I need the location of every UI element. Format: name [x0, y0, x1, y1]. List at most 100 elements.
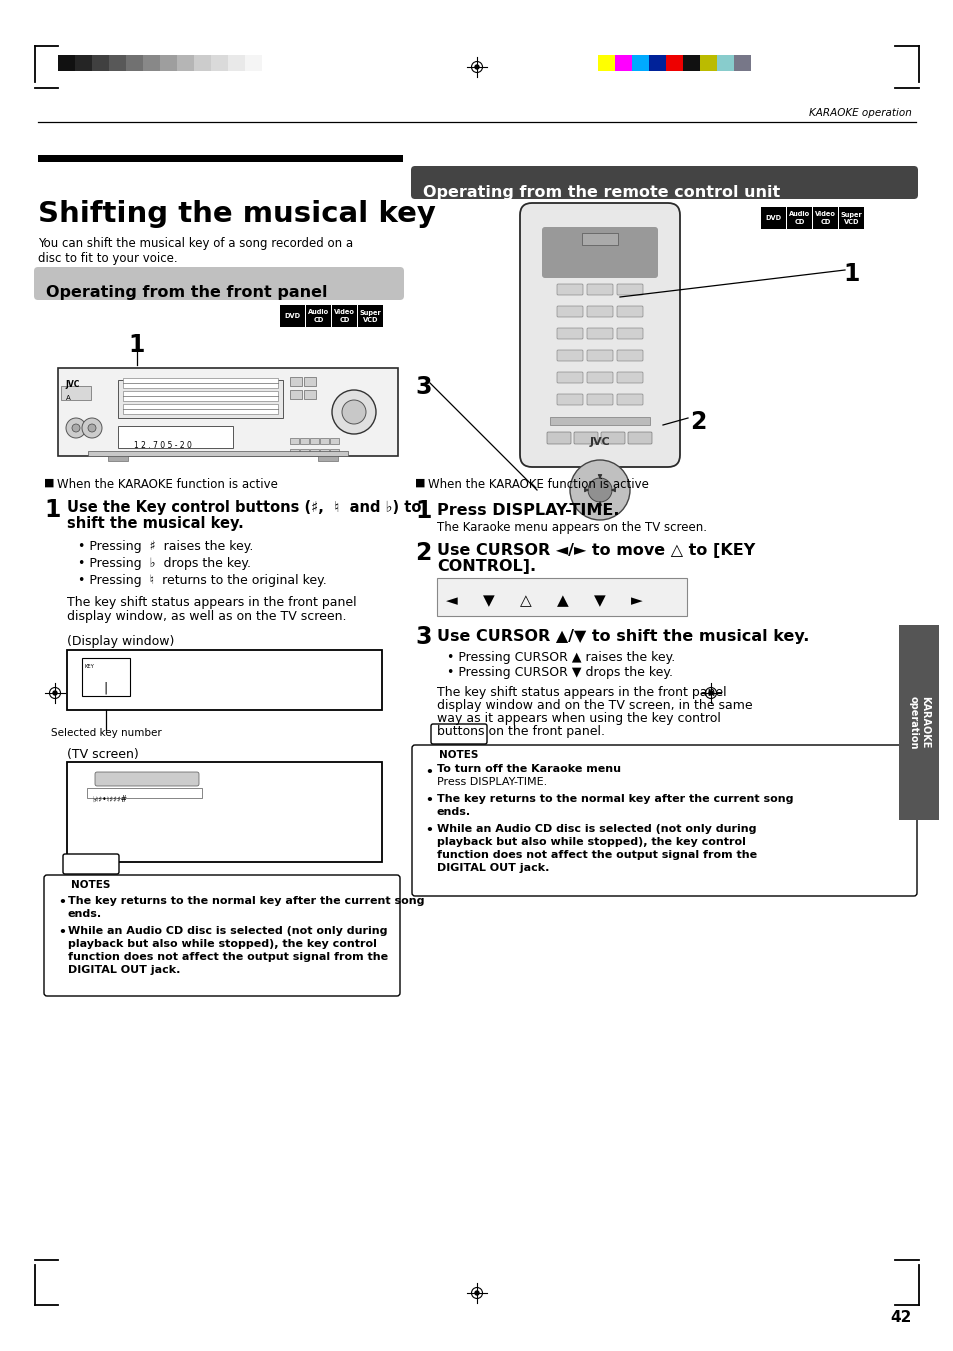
Text: 1: 1	[129, 332, 145, 357]
Bar	[177, 55, 193, 72]
Text: • Pressing CURSOR ▼ drops the key.: • Pressing CURSOR ▼ drops the key.	[447, 666, 672, 680]
Text: CONTROL].: CONTROL].	[436, 559, 536, 574]
Text: function does not affect the output signal from the: function does not affect the output sign…	[68, 952, 388, 962]
Text: ■: ■	[44, 478, 54, 488]
Text: way as it appears when using the key control: way as it appears when using the key con…	[436, 712, 720, 725]
FancyBboxPatch shape	[546, 432, 571, 444]
FancyBboxPatch shape	[586, 372, 613, 382]
Bar	[319, 449, 329, 455]
Text: (Display window): (Display window)	[67, 635, 174, 648]
Bar	[87, 788, 202, 798]
Bar	[550, 417, 649, 426]
FancyBboxPatch shape	[557, 372, 582, 382]
Bar	[38, 155, 402, 162]
FancyBboxPatch shape	[34, 267, 403, 300]
Text: 1: 1	[44, 499, 60, 521]
FancyBboxPatch shape	[627, 432, 651, 444]
Bar	[436, 578, 686, 616]
Bar	[290, 377, 302, 386]
Bar	[108, 457, 128, 461]
Bar	[61, 386, 91, 400]
Bar	[319, 438, 329, 444]
Bar	[67, 650, 381, 711]
Bar	[290, 390, 302, 399]
Text: DVD: DVD	[284, 313, 300, 319]
Text: NOTES: NOTES	[71, 880, 111, 890]
Text: • Pressing  ♮  returns to the original key.: • Pressing ♮ returns to the original key…	[78, 574, 327, 586]
Bar	[665, 55, 682, 72]
Text: Shifting the musical key: Shifting the musical key	[38, 200, 436, 228]
Bar	[228, 55, 245, 72]
Text: Press DISPLAY-TIME.: Press DISPLAY-TIME.	[436, 503, 618, 517]
Text: 42: 42	[890, 1310, 911, 1325]
Text: 2: 2	[689, 409, 705, 434]
Circle shape	[708, 690, 712, 694]
Text: KARAOKE
operation: KARAOKE operation	[907, 696, 929, 750]
Bar	[838, 207, 863, 230]
Bar	[211, 55, 228, 72]
Text: Press DISPLAY-TIME.: Press DISPLAY-TIME.	[436, 777, 547, 788]
Bar	[310, 438, 318, 444]
Text: shift the musical key.: shift the musical key.	[67, 516, 244, 531]
Bar	[760, 207, 785, 230]
Circle shape	[475, 1292, 478, 1296]
FancyBboxPatch shape	[557, 328, 582, 339]
Bar	[330, 449, 338, 455]
Text: Audio
CD: Audio CD	[308, 309, 329, 323]
Bar	[143, 55, 160, 72]
Text: While an Audio CD disc is selected (not only during: While an Audio CD disc is selected (not …	[436, 824, 756, 834]
Bar	[682, 55, 700, 72]
Text: Use the Key control buttons (♯,  ♮  and ♭) to: Use the Key control buttons (♯, ♮ and ♭)…	[67, 500, 421, 515]
Bar	[193, 55, 211, 72]
Text: When the KARAOKE function is active: When the KARAOKE function is active	[428, 478, 648, 490]
Bar	[245, 55, 262, 72]
Bar	[304, 390, 315, 399]
Bar	[290, 438, 298, 444]
FancyBboxPatch shape	[411, 166, 917, 199]
Text: ▼: ▼	[594, 593, 605, 608]
Bar	[648, 55, 665, 72]
Bar	[310, 449, 318, 455]
Bar	[58, 367, 397, 457]
Bar	[332, 305, 356, 327]
Bar	[733, 55, 750, 72]
Text: DIGITAL OUT jack.: DIGITAL OUT jack.	[68, 965, 180, 975]
Text: •: •	[424, 794, 433, 807]
FancyBboxPatch shape	[586, 394, 613, 405]
Bar	[123, 404, 277, 413]
Text: Selected key number: Selected key number	[51, 728, 161, 738]
Text: The key shift status appears in the front panel: The key shift status appears in the fron…	[436, 686, 726, 698]
Text: ends.: ends.	[436, 807, 471, 817]
Bar	[290, 449, 298, 455]
Bar	[304, 377, 315, 386]
FancyBboxPatch shape	[617, 394, 642, 405]
Text: ♭♮♯•♮♯♯♯#: ♭♮♯•♮♯♯♯#	[91, 794, 127, 804]
Text: Video
CD: Video CD	[814, 212, 835, 224]
Bar	[118, 380, 283, 417]
FancyBboxPatch shape	[617, 284, 642, 295]
Bar	[82, 658, 130, 696]
Bar	[598, 55, 615, 72]
Text: Super
VCD: Super VCD	[359, 309, 381, 323]
Circle shape	[88, 424, 96, 432]
FancyBboxPatch shape	[586, 328, 613, 339]
Bar	[88, 451, 348, 457]
Text: NOTES: NOTES	[438, 750, 478, 761]
Text: ►: ►	[631, 593, 642, 608]
Text: buttons on the front panel.: buttons on the front panel.	[436, 725, 604, 738]
Bar	[898, 626, 938, 820]
Text: 1: 1	[415, 499, 431, 523]
Text: DVD: DVD	[764, 215, 781, 222]
Text: 3: 3	[415, 626, 431, 648]
Text: playback but also while stopped), the key control: playback but also while stopped), the ke…	[68, 939, 376, 948]
Bar	[581, 232, 618, 245]
FancyBboxPatch shape	[557, 284, 582, 295]
Text: When the KARAOKE function is active: When the KARAOKE function is active	[57, 478, 277, 490]
Text: ■: ■	[415, 478, 425, 488]
FancyBboxPatch shape	[63, 854, 119, 874]
Bar	[118, 426, 233, 449]
Circle shape	[82, 417, 102, 438]
Text: JVC: JVC	[589, 436, 610, 447]
Text: Use CURSOR ▲/▼ to shift the musical key.: Use CURSOR ▲/▼ to shift the musical key.	[436, 630, 808, 644]
FancyBboxPatch shape	[617, 328, 642, 339]
